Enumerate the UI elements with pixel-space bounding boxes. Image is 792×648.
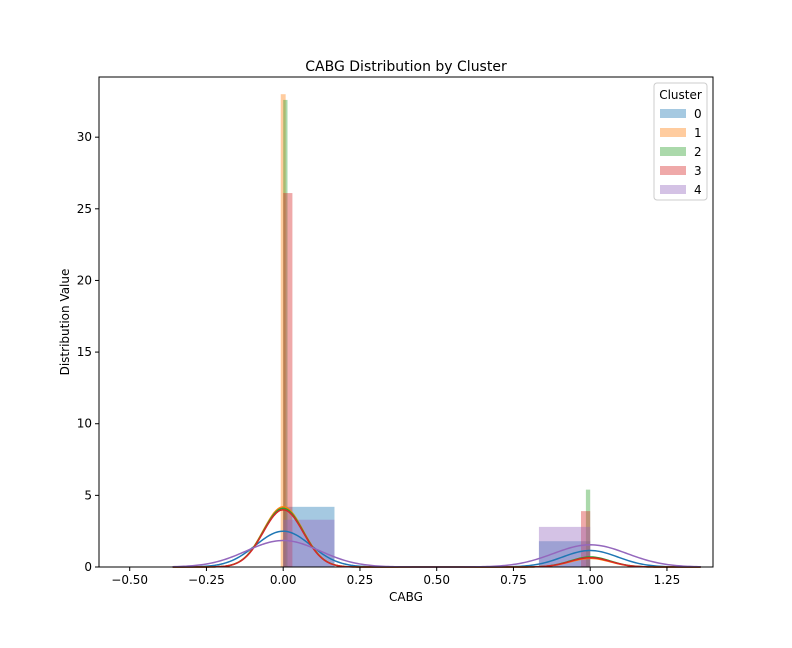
legend-swatch-4 <box>660 185 686 194</box>
x-tick-label: −0.50 <box>111 573 148 587</box>
bar-cluster-4-1 <box>538 526 591 567</box>
x-tick-label: 0.50 <box>423 573 450 587</box>
legend-swatch-3 <box>660 166 686 175</box>
x-tick-label: 0.75 <box>500 573 527 587</box>
y-tick-label: 0 <box>84 560 92 574</box>
x-axis-label: CABG <box>389 590 423 604</box>
legend-swatch-0 <box>660 109 686 118</box>
legend-box <box>653 82 708 201</box>
y-tick-label: 30 <box>77 130 92 144</box>
y-tick-label: 5 <box>84 488 92 502</box>
bar-cluster-3-0 <box>283 193 293 568</box>
legend-label-2: 2 <box>694 145 702 159</box>
y-tick-label: 10 <box>77 417 92 431</box>
bar-cluster-3-1 <box>580 511 591 567</box>
axes-frame <box>98 76 714 568</box>
bar-cluster-1-0 <box>280 94 286 567</box>
legend-swatch-2 <box>660 147 686 156</box>
bar-cluster-2-0 <box>283 99 288 567</box>
y-tick-label: 20 <box>77 273 92 287</box>
x-tick-label: 1.25 <box>654 573 681 587</box>
x-tick-label: 0.25 <box>347 573 374 587</box>
x-tick-label: −0.25 <box>188 573 225 587</box>
y-tick-label: 25 <box>77 202 92 216</box>
bar-cluster-2-1 <box>585 489 591 567</box>
legend-swatch-1 <box>660 128 686 137</box>
y-tick-label: 15 <box>77 345 92 359</box>
legend-title: Cluster <box>659 88 702 102</box>
legend-label-3: 3 <box>694 164 702 178</box>
legend[interactable]: Cluster 0 1 2 3 4 <box>653 82 708 201</box>
legend-label-4: 4 <box>694 183 702 197</box>
histogram-bars <box>280 94 591 568</box>
y-axis-label: Distribution Value <box>58 269 72 376</box>
axes: −0.50 −0.25 0.00 0.25 0.50 0.75 1.00 1.25051015… <box>77 76 714 587</box>
chart-title: CABG Distribution by Cluster <box>305 59 507 75</box>
legend-label-1: 1 <box>694 126 702 140</box>
x-tick-label: 1.00 <box>577 573 604 587</box>
x-tick-label: 0.00 <box>270 573 297 587</box>
legend-label-0: 0 <box>694 107 702 121</box>
